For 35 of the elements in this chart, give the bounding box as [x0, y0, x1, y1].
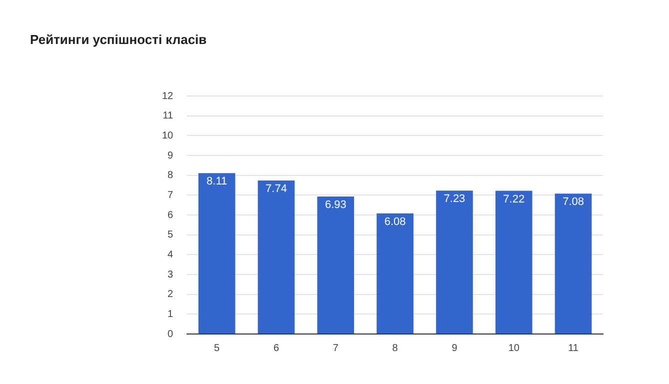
y-tick-label: 2	[168, 289, 174, 300]
y-tick-label: 0	[168, 328, 174, 340]
data-label: 7.22	[503, 193, 525, 206]
data-label: 8.11	[206, 176, 228, 188]
x-tick-label: 10	[508, 342, 520, 354]
bar	[376, 213, 414, 334]
bar	[436, 190, 473, 334]
data-label: 6.08	[384, 216, 406, 228]
data-label: 7.74	[266, 183, 287, 196]
x-tick-label: 6	[273, 342, 280, 354]
bar	[258, 180, 295, 334]
y-tick-label: 8	[168, 170, 174, 182]
y-tick-label: 12	[162, 90, 174, 102]
bar	[554, 194, 592, 334]
x-tick-label: 8	[392, 342, 398, 354]
bar	[317, 196, 354, 334]
y-tick-label: 4	[168, 249, 174, 260]
data-label: 7.08	[562, 196, 584, 208]
data-label: 7.23	[444, 193, 466, 206]
data-label: 6.93	[324, 199, 346, 212]
x-tick-label: 9	[452, 342, 458, 354]
y-tick-label: 11	[162, 110, 174, 122]
y-tick-label: 10	[162, 130, 174, 142]
y-tick-label: 9	[168, 150, 174, 162]
x-tick-label: 11	[568, 342, 579, 354]
x-tick-label: 5	[214, 342, 220, 354]
y-tick-label: 5	[168, 230, 174, 241]
bar	[495, 190, 532, 334]
y-tick-label: 1	[168, 308, 174, 320]
x-tick-label: 7	[332, 342, 339, 354]
y-tick-label: 6	[168, 210, 174, 221]
bar	[198, 173, 236, 334]
y-tick-label: 3	[168, 269, 174, 280]
chart-title: Рейтинги успішності класів	[30, 32, 207, 47]
y-tick-label: 7	[168, 190, 174, 201]
